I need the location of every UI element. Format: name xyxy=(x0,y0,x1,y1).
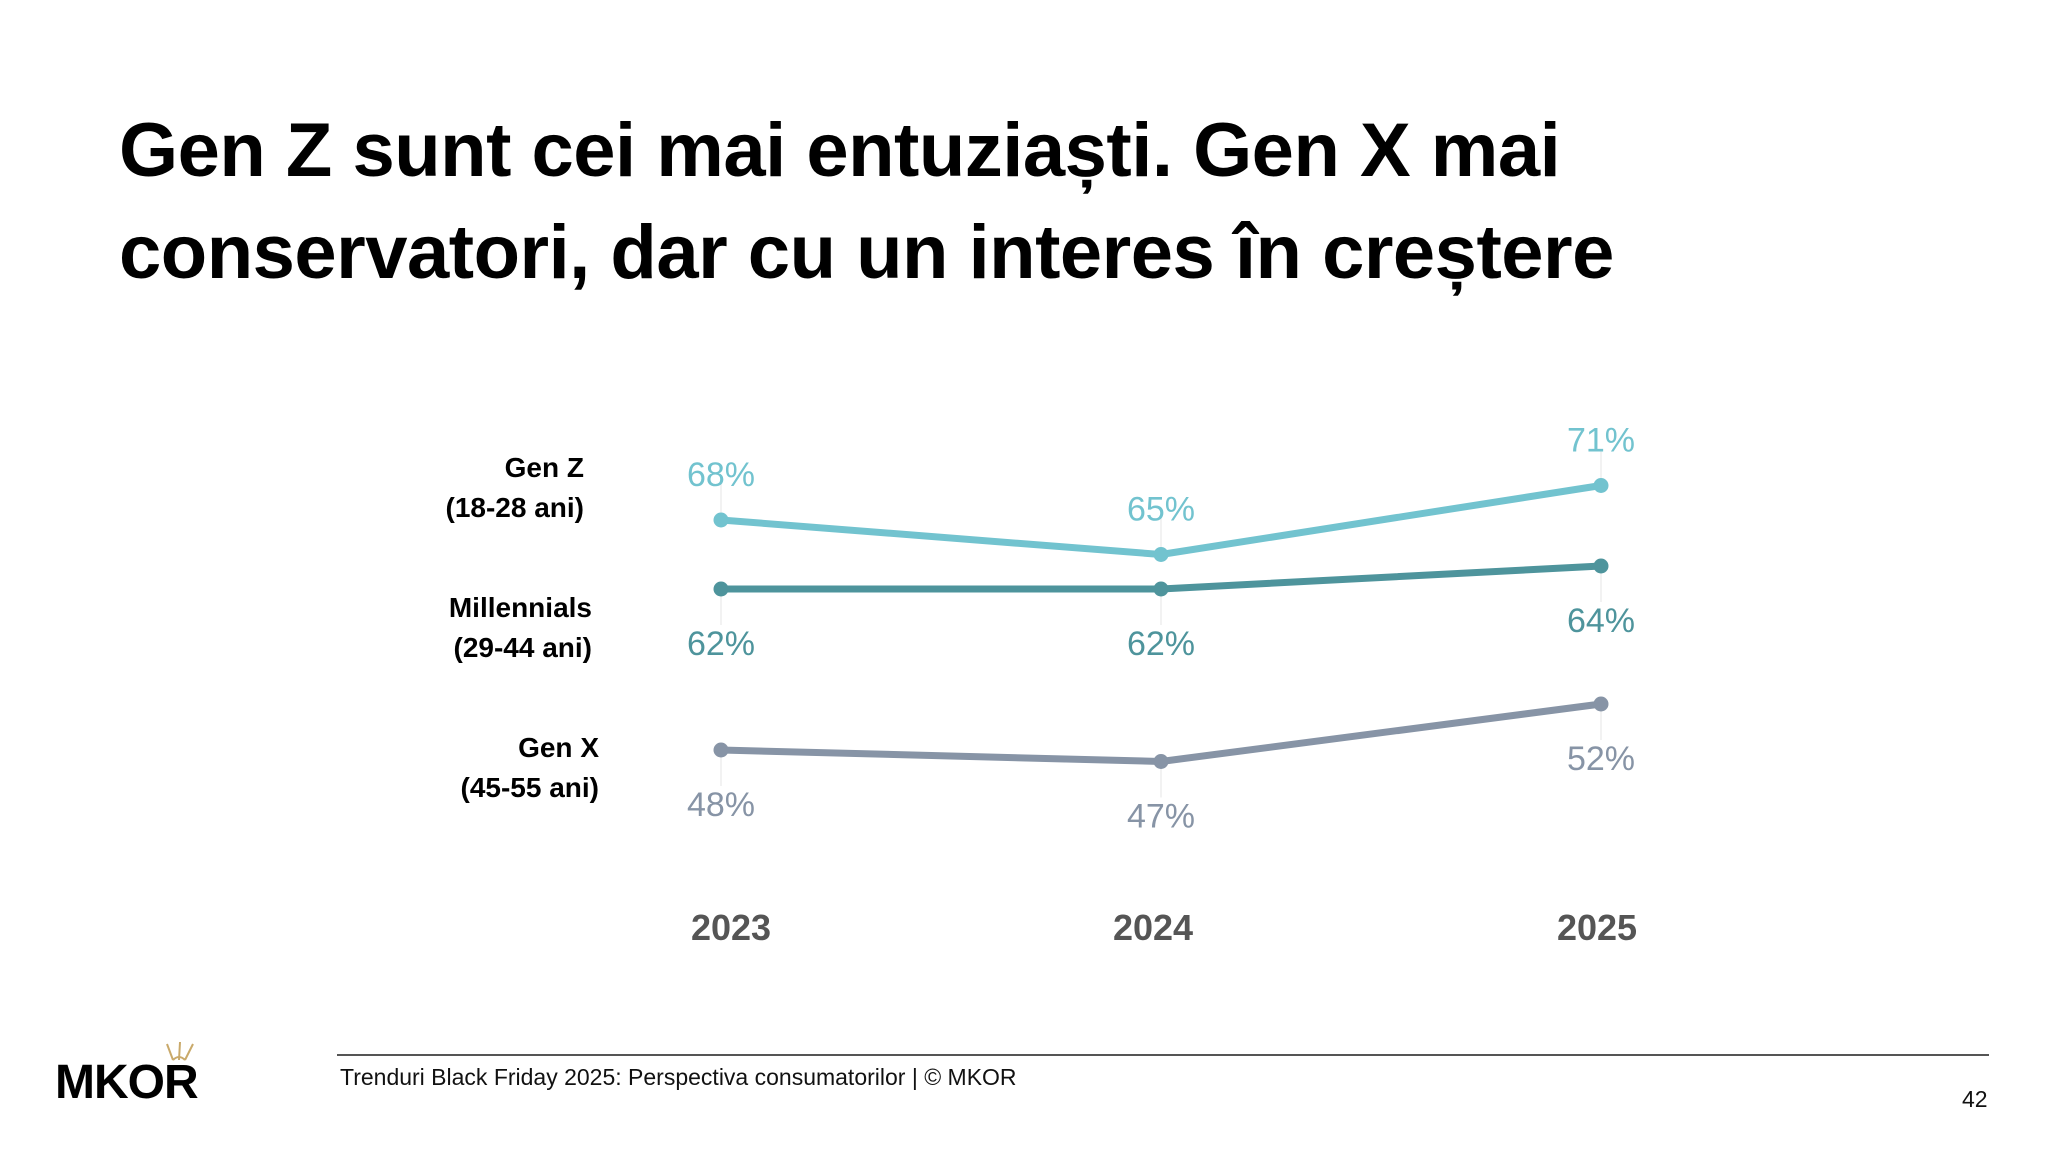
footer-divider xyxy=(337,1054,1989,1056)
mkor-logo: MKOR xyxy=(55,1041,199,1102)
crown-icon xyxy=(166,1041,194,1061)
data-label-gen-z: 68% xyxy=(687,456,755,494)
data-label-gen-z: 65% xyxy=(1127,491,1195,529)
series-line-gen-x xyxy=(720,700,1602,765)
footer-text: Trenduri Black Friday 2025: Perspectiva … xyxy=(340,1064,1017,1090)
data-label-millennials: 64% xyxy=(1567,602,1635,640)
data-label-millennials: 62% xyxy=(687,625,755,663)
series-name: Millennials xyxy=(448,592,592,623)
series-subtitle: (29-44 ani) xyxy=(453,632,593,663)
page-title: Gen Z sunt cei mai entuziaști. Gen X mai… xyxy=(119,100,1819,304)
x-tick-label: 2023 xyxy=(691,907,771,948)
series-label-millennials: Millennials (29-44 ani) xyxy=(292,588,592,668)
data-point-gen-x xyxy=(1153,754,1169,769)
x-tick-label: 2024 xyxy=(1113,907,1193,948)
series-subtitle: (45-55 ani) xyxy=(460,772,600,803)
series-subtitle: (18-28 ani) xyxy=(445,492,585,523)
data-label-gen-z: 71% xyxy=(1567,422,1635,460)
x-tick-label: 2025 xyxy=(1557,907,1637,948)
data-point-gen-z xyxy=(1593,478,1609,493)
data-point-gen-z xyxy=(713,512,729,528)
data-point-millennials xyxy=(713,581,729,597)
title-line-2: conservatori, dar cu un interes în creșt… xyxy=(119,210,1614,295)
data-label-gen-x: 52% xyxy=(1567,740,1635,778)
page-number: 42 xyxy=(1962,1086,1988,1112)
series-label-gen-z: Gen Z (18-28 ani) xyxy=(284,448,585,528)
title-line-1: Gen Z sunt cei mai entuziaști. Gen X mai xyxy=(119,108,1561,193)
data-label-gen-x: 48% xyxy=(687,786,755,824)
data-point-gen-x xyxy=(1593,696,1609,712)
data-point-millennials xyxy=(1153,581,1169,597)
data-label-millennials: 62% xyxy=(1127,625,1195,663)
series-name: Gen X xyxy=(518,732,599,763)
data-point-millennials xyxy=(1593,558,1609,574)
svg-text:MKOR: MKOR xyxy=(55,1056,198,1102)
series-label-gen-x: Gen X (45-55 ani) xyxy=(299,728,600,808)
data-label-gen-x: 47% xyxy=(1127,798,1195,836)
series-name: Gen Z xyxy=(504,452,584,483)
data-point-gen-x xyxy=(713,742,729,758)
data-point-gen-z xyxy=(1153,547,1169,562)
